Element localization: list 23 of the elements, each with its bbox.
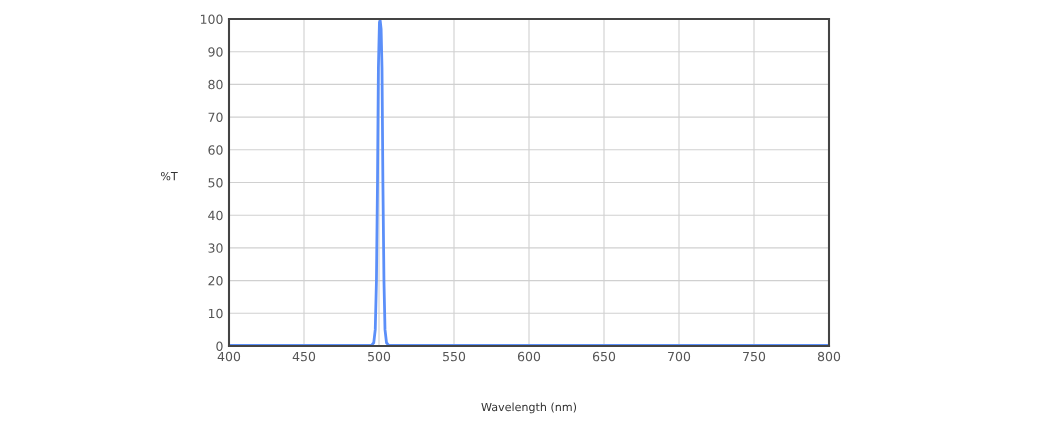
x-tick-label: 500 bbox=[368, 351, 391, 362]
y-tick-label: 10 bbox=[208, 308, 223, 319]
x-axis-title: Wavelength (nm) bbox=[481, 402, 577, 414]
y-tick-label: 80 bbox=[208, 79, 223, 90]
y-tick-label: 30 bbox=[208, 243, 223, 253]
y-tick-label: 70 bbox=[208, 112, 223, 123]
y-tick-label: 0 bbox=[216, 341, 223, 351]
y-axis-title: %T bbox=[160, 171, 178, 181]
y-tick-label: 90 bbox=[208, 47, 223, 57]
x-tick-label: 700 bbox=[668, 351, 691, 362]
y-tick-label: 60 bbox=[208, 145, 223, 155]
x-tick-label: 650 bbox=[592, 351, 616, 362]
x-tick-label: 400 bbox=[217, 351, 241, 362]
y-tick-label: 50 bbox=[208, 177, 223, 188]
x-tick-label: 600 bbox=[517, 351, 541, 362]
x-tick-label: 450 bbox=[292, 351, 316, 362]
x-tick-label: 800 bbox=[817, 351, 841, 362]
y-tick-label: 100 bbox=[200, 14, 223, 24]
y-tick-label: 20 bbox=[208, 276, 223, 286]
x-tick-label: 550 bbox=[443, 351, 466, 362]
y-tick-label: 40 bbox=[208, 210, 223, 221]
x-tick-label: 750 bbox=[743, 351, 766, 362]
line-series bbox=[229, 19, 829, 346]
